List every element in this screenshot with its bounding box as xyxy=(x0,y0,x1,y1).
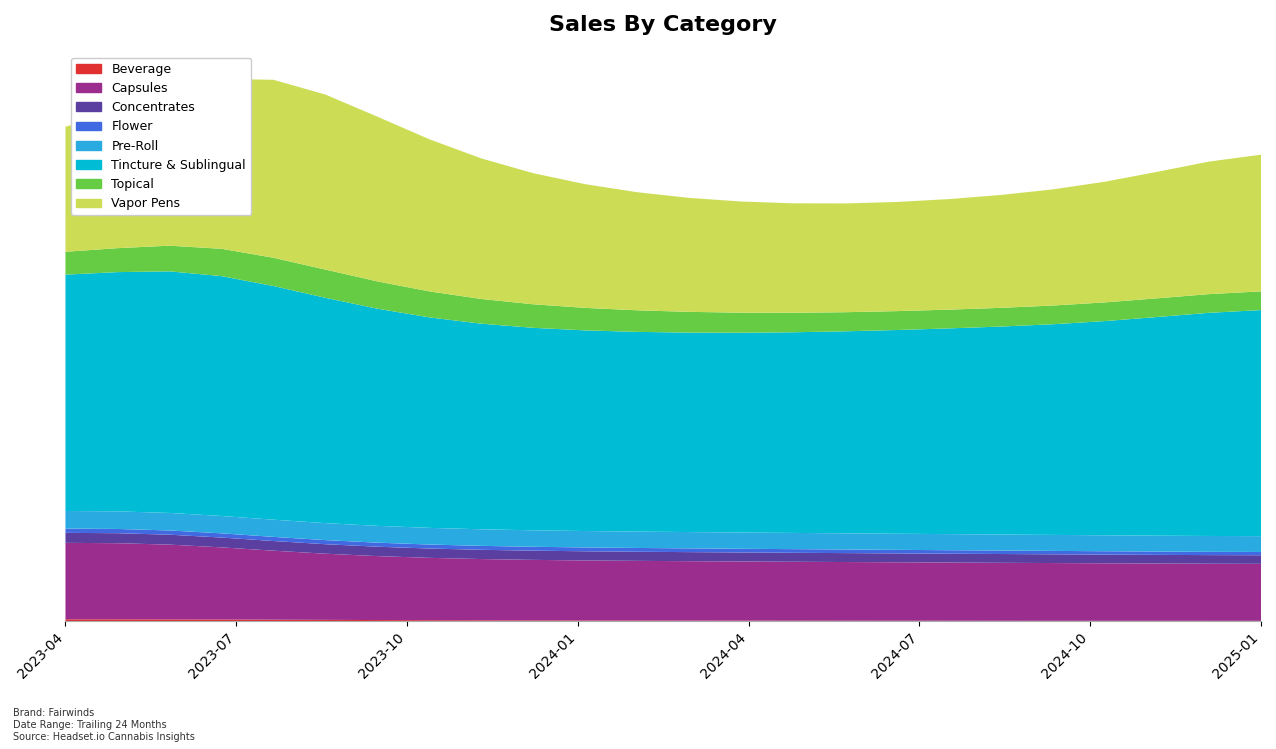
Text: Brand: Fairwinds
Date Range: Trailing 24 Months
Source: Headset.io Cannabis Insi: Brand: Fairwinds Date Range: Trailing 24… xyxy=(13,709,195,742)
Title: Sales By Category: Sales By Category xyxy=(549,15,777,35)
Legend: Beverage, Capsules, Concentrates, Flower, Pre-Roll, Tincture & Sublingual, Topic: Beverage, Capsules, Concentrates, Flower… xyxy=(71,58,251,215)
